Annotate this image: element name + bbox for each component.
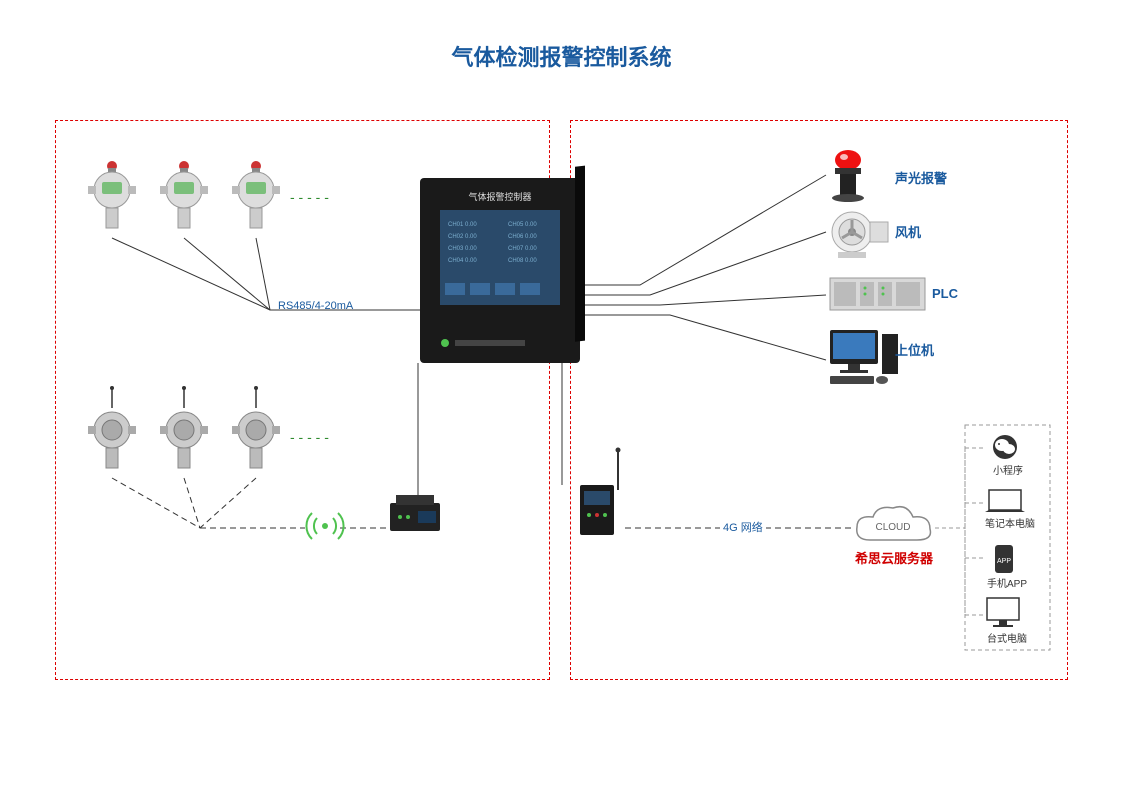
gas-detector-icon bbox=[232, 161, 280, 228]
controller-icon: 气体报警控制器 CH01 0.00 CH05 0.00 CH02 0.00 CH06… bbox=[420, 166, 585, 363]
net4g-label: 4G 网络 bbox=[720, 519, 766, 535]
svg-text:CH02 0.00: CH02 0.00 bbox=[448, 234, 477, 240]
wireless-detector-icon bbox=[160, 386, 208, 468]
alarm-label: 声光报警 bbox=[895, 168, 947, 187]
wechat-icon bbox=[993, 435, 1017, 459]
wechat-label: 小程序 bbox=[988, 462, 1028, 477]
modem-icon bbox=[580, 448, 621, 536]
svg-text:CH07 0.00: CH07 0.00 bbox=[508, 246, 537, 252]
svg-text:CLOUD: CLOUD bbox=[875, 522, 910, 533]
svg-text:CH04 0.00: CH04 0.00 bbox=[448, 258, 477, 264]
wireless-detector-icon bbox=[88, 386, 136, 468]
cloud-icon: CLOUD bbox=[857, 507, 931, 540]
plc-icon bbox=[830, 278, 925, 310]
pc-label: 上位机 bbox=[895, 340, 934, 359]
svg-text:CH01 0.00: CH01 0.00 bbox=[448, 222, 477, 228]
svg-text:CH05 0.00: CH05 0.00 bbox=[508, 222, 537, 228]
gas-detector-icon bbox=[160, 161, 208, 228]
wireless-icon bbox=[306, 513, 343, 539]
laptop-label: 笔记本电脑 bbox=[980, 515, 1040, 530]
more-dots: - - - - - bbox=[290, 429, 329, 445]
alarm-light-icon bbox=[832, 150, 864, 202]
app-label: 手机APP bbox=[982, 575, 1032, 590]
svg-text:气体报警控制器: 气体报警控制器 bbox=[468, 191, 531, 202]
pc-icon bbox=[830, 330, 898, 384]
more-dots: - - - - - bbox=[290, 189, 329, 205]
laptop-icon bbox=[985, 490, 1025, 512]
svg-text:APP: APP bbox=[997, 558, 1011, 565]
fan-icon bbox=[832, 212, 888, 258]
gateway-icon bbox=[390, 495, 440, 531]
svg-text:CH06 0.00: CH06 0.00 bbox=[508, 234, 537, 240]
desktop-icon bbox=[987, 598, 1019, 627]
wireless-detector-icon bbox=[232, 386, 280, 468]
gas-detector-icon bbox=[88, 161, 136, 228]
svg-text:CH08 0.00: CH08 0.00 bbox=[508, 258, 537, 264]
svg-text:CH03 0.00: CH03 0.00 bbox=[448, 246, 477, 252]
rs485-label: RS485/4-20mA bbox=[278, 300, 353, 312]
phone-app-icon: APP bbox=[995, 545, 1013, 573]
desktop-label: 台式电脑 bbox=[982, 630, 1032, 645]
fan-label: 风机 bbox=[895, 222, 921, 241]
diagram-svg: - - - - - - - - - - 气体报警控制器 CH01 bbox=[0, 0, 1123, 794]
plc-label: PLC bbox=[932, 286, 958, 301]
cloud-label: 希思云服务器 bbox=[855, 548, 933, 567]
